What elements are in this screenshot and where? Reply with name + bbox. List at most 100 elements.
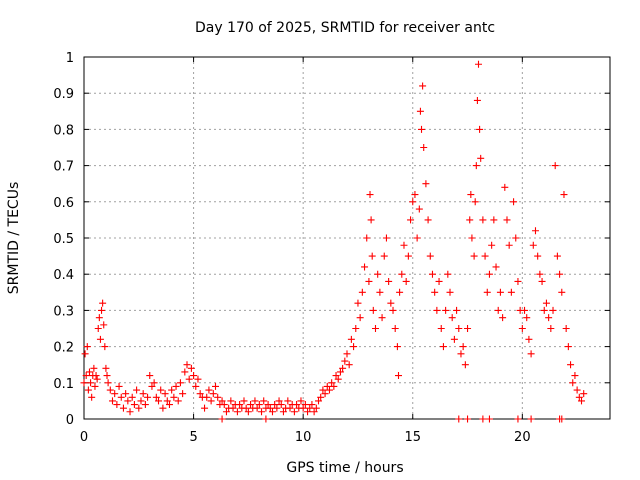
data-point	[236, 401, 244, 409]
data-point	[101, 343, 109, 351]
data-point	[212, 382, 219, 390]
data-point	[371, 325, 379, 332]
data-point	[170, 393, 178, 401]
data-point	[507, 288, 515, 296]
data-point	[159, 404, 167, 412]
data-point	[347, 335, 355, 343]
data-point	[113, 401, 121, 409]
data-point	[253, 404, 261, 412]
x-tick-label: 10	[295, 430, 312, 445]
data-point	[479, 415, 487, 423]
data-point	[168, 386, 176, 394]
data-point	[442, 306, 450, 314]
data-point	[354, 299, 362, 307]
y-tick-label: 0	[66, 413, 74, 428]
data-point	[126, 408, 134, 416]
data-point	[367, 216, 375, 224]
data-point	[332, 372, 340, 380]
data-point	[139, 390, 147, 398]
data-point	[413, 234, 421, 242]
data-point	[94, 325, 102, 332]
data-point	[527, 415, 535, 423]
data-point	[264, 401, 272, 409]
data-point	[163, 397, 171, 405]
data-point	[536, 270, 544, 278]
data-point	[571, 372, 579, 380]
data-point	[549, 306, 557, 314]
data-point	[560, 191, 568, 199]
data-point	[165, 401, 173, 409]
data-point	[82, 372, 90, 380]
data-point	[391, 325, 399, 332]
y-tick-label: 0.9	[53, 87, 74, 102]
data-point	[328, 379, 336, 387]
data-point	[258, 408, 266, 416]
data-point	[251, 397, 259, 405]
data-point	[471, 198, 479, 206]
data-point	[356, 314, 364, 322]
data-point	[260, 397, 268, 405]
data-point	[137, 397, 145, 405]
data-point	[85, 368, 93, 376]
data-point	[496, 288, 504, 296]
data-point	[87, 379, 95, 387]
data-point	[273, 404, 281, 412]
y-axis-title: SRMTID / TECUs	[6, 182, 22, 295]
data-point	[233, 408, 241, 416]
data-point	[479, 216, 487, 224]
data-point	[499, 314, 507, 322]
data-point	[525, 335, 533, 343]
data-point	[431, 288, 439, 296]
data-point	[262, 415, 270, 423]
data-point	[547, 325, 555, 332]
data-point	[385, 277, 393, 285]
data-point	[389, 306, 397, 314]
data-point	[448, 314, 456, 322]
y-tick-label: 0.4	[53, 268, 74, 283]
data-point	[411, 191, 419, 199]
data-point	[271, 401, 279, 409]
data-point	[464, 415, 472, 423]
data-point	[103, 372, 111, 380]
data-point	[190, 372, 198, 380]
data-point	[148, 382, 156, 390]
data-point	[540, 306, 548, 314]
data-point	[266, 404, 274, 412]
data-point	[368, 252, 376, 260]
y-tick-label: 0.2	[53, 341, 74, 356]
data-point	[470, 252, 478, 260]
data-point	[205, 386, 213, 394]
data-point	[222, 408, 230, 416]
data-point	[558, 288, 566, 296]
data-point	[336, 368, 344, 376]
data-point	[453, 306, 461, 314]
data-point	[247, 401, 255, 409]
data-point	[100, 321, 108, 329]
data-point	[218, 415, 226, 423]
data-point	[366, 191, 374, 199]
data-point	[467, 191, 475, 199]
data-point	[485, 415, 493, 423]
data-point	[542, 299, 550, 307]
data-point	[459, 343, 467, 351]
data-point	[319, 386, 327, 394]
data-point	[531, 227, 539, 235]
data-point	[141, 401, 149, 409]
data-point	[185, 375, 193, 383]
data-point	[95, 314, 103, 322]
data-point	[304, 408, 312, 416]
data-point	[426, 252, 434, 260]
data-point	[485, 270, 493, 278]
data-point	[323, 382, 331, 390]
y-tick-label: 1	[66, 51, 74, 66]
data-point	[494, 306, 502, 314]
data-point	[514, 415, 522, 423]
data-point	[317, 393, 325, 401]
data-point	[90, 364, 98, 372]
data-point	[220, 401, 228, 409]
data-point	[472, 162, 480, 170]
data-point	[84, 386, 92, 394]
data-point	[187, 364, 195, 372]
data-point	[567, 361, 575, 369]
